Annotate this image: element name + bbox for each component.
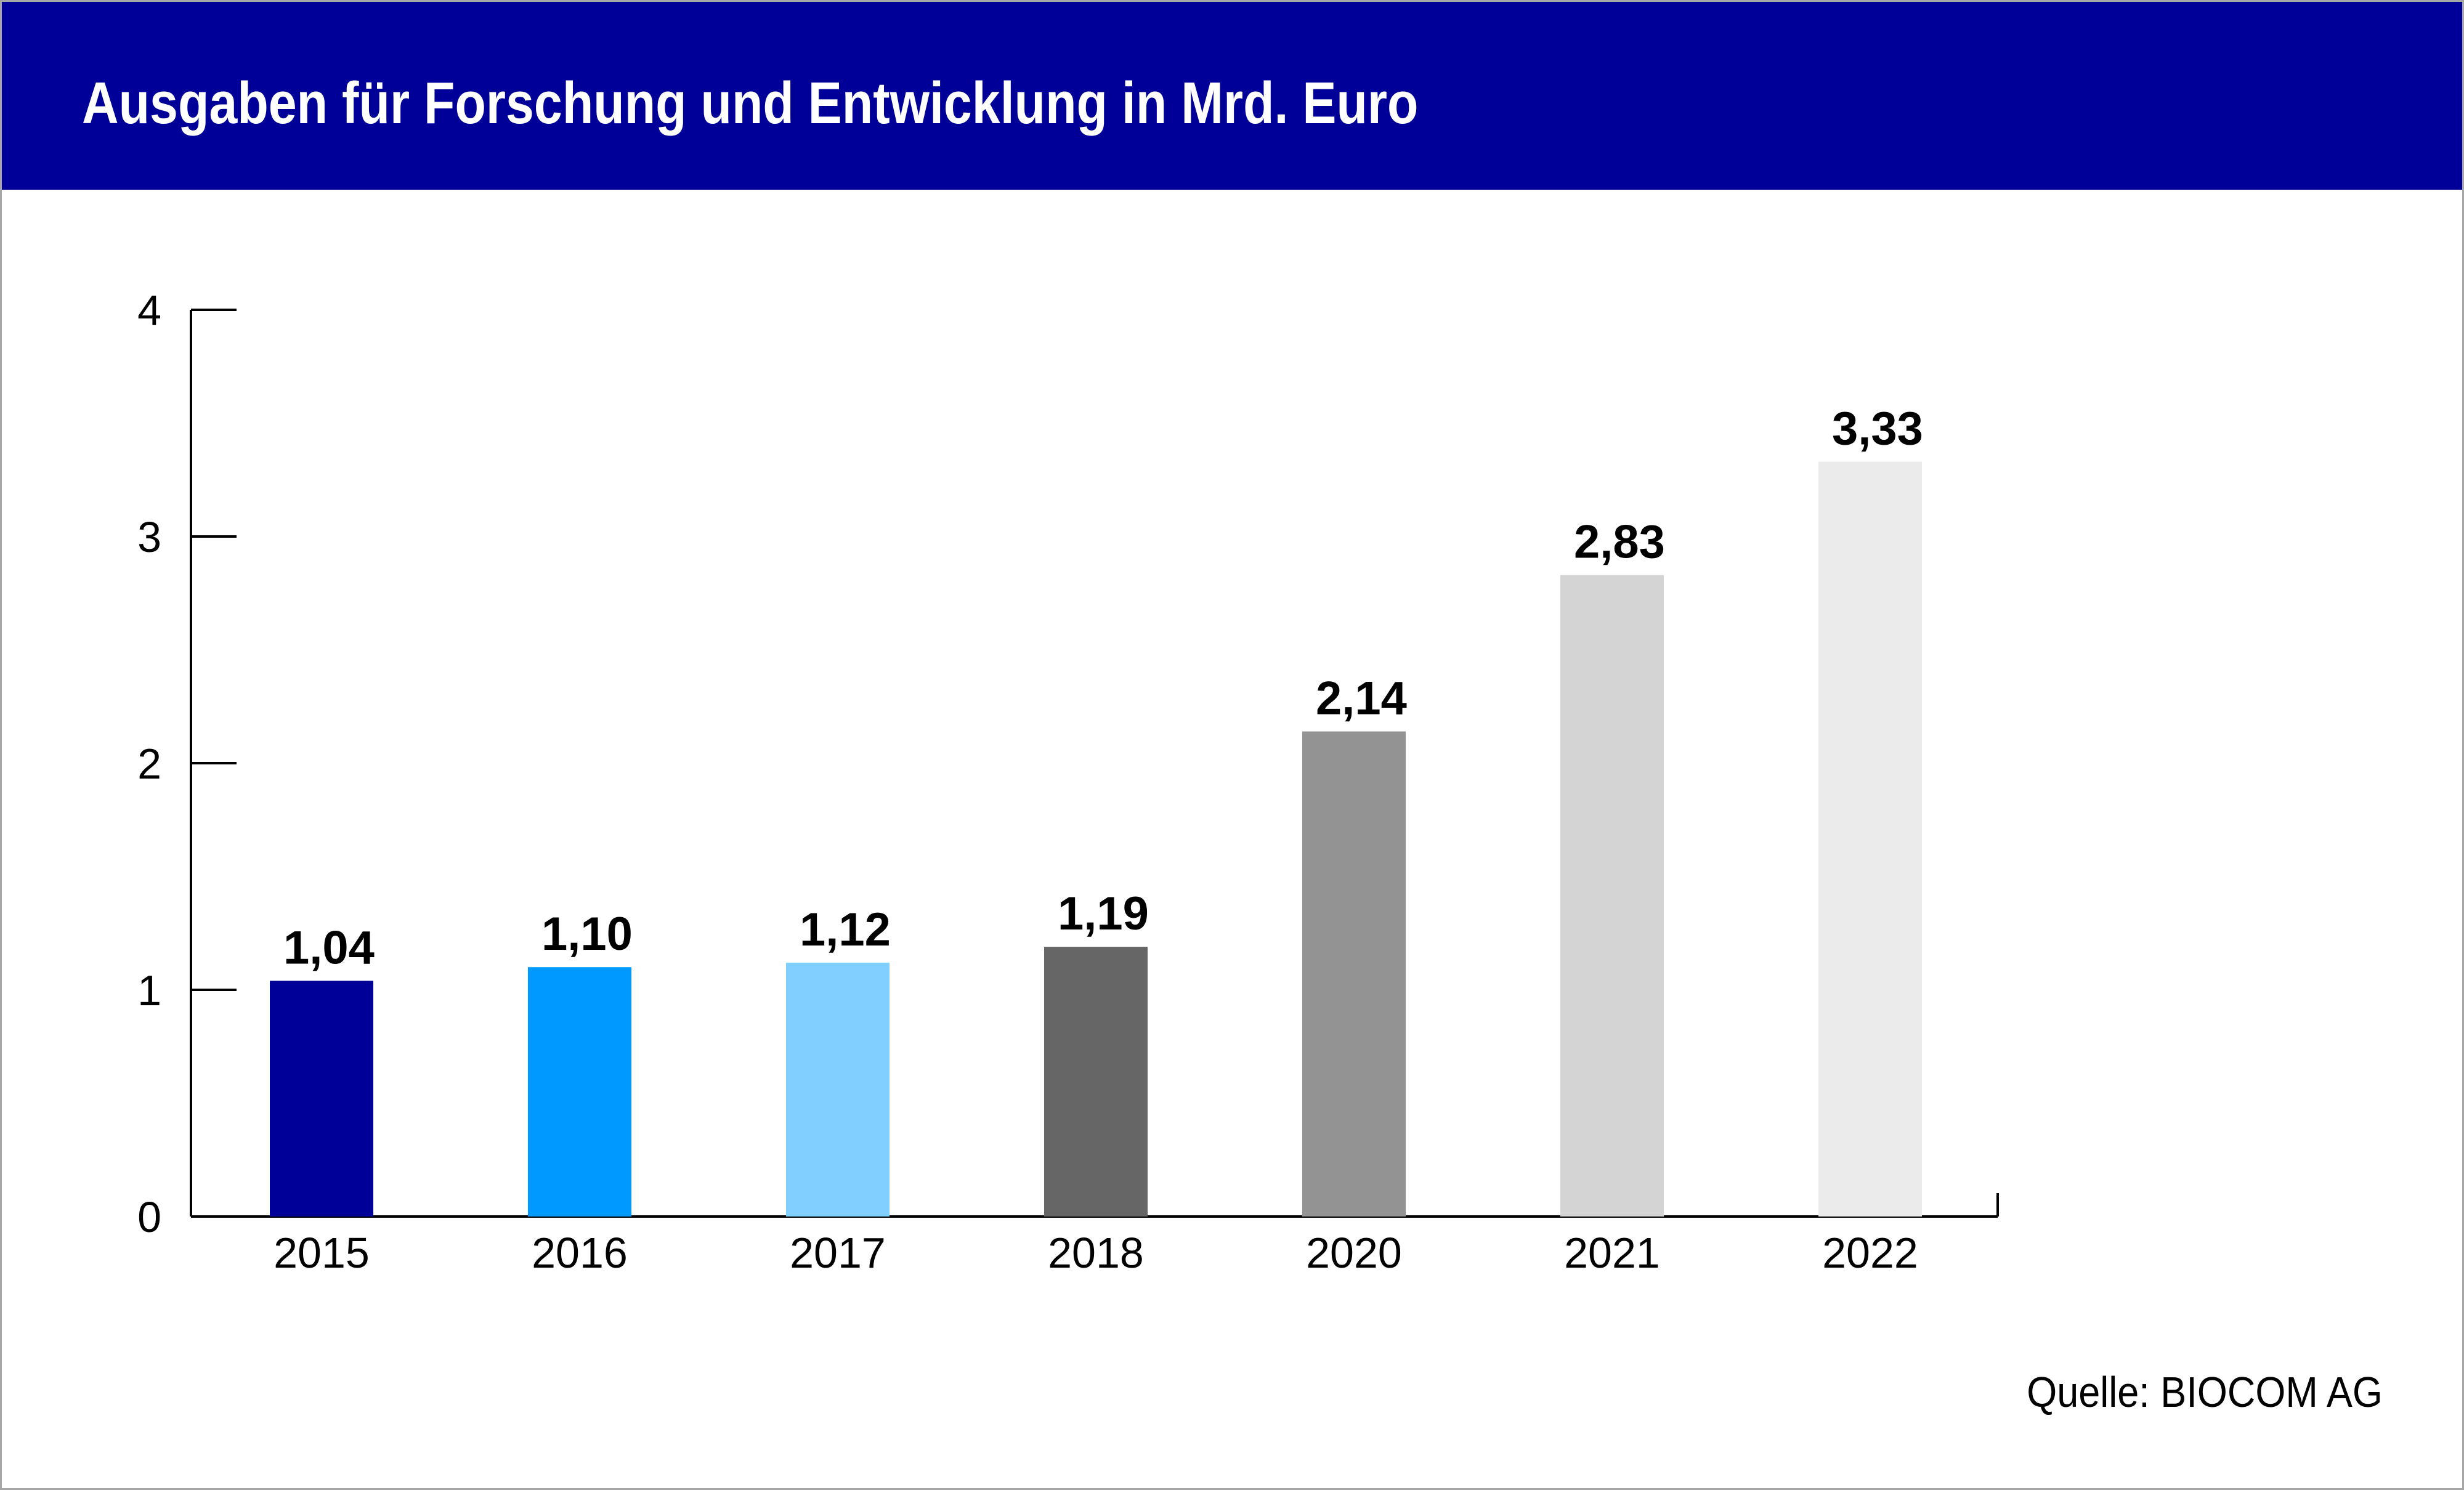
bar-2016: [528, 967, 631, 1217]
data-label: 1,04: [283, 921, 375, 974]
bar-2022: [1818, 461, 1922, 1217]
x-tick-label: 2020: [1306, 1229, 1402, 1277]
x-tick-label: 2015: [274, 1229, 370, 1277]
x-tick-label: 2021: [1564, 1229, 1660, 1277]
x-tick-label: 2022: [1822, 1229, 1918, 1277]
data-label: 1,19: [1058, 888, 1149, 940]
data-label: 2,83: [1574, 516, 1665, 569]
x-tick-label: 2017: [790, 1229, 886, 1277]
y-tick-label: 0: [137, 1193, 161, 1241]
data-label: 2,14: [1316, 672, 1407, 724]
x-tick-label: 2018: [1048, 1229, 1144, 1277]
y-tick-label: 4: [137, 286, 161, 334]
bar-2021: [1560, 575, 1664, 1217]
source-note: Quelle: BIOCOM AG: [2027, 1368, 2383, 1416]
bar-2017: [786, 962, 890, 1217]
x-tick-label: 2016: [532, 1229, 628, 1277]
y-tick-label: 3: [137, 513, 161, 561]
data-label: 3,33: [1832, 403, 1923, 455]
bar-2015: [270, 981, 373, 1217]
data-label: 1,10: [541, 908, 633, 960]
y-tick-label: 2: [137, 740, 161, 788]
bar-2020: [1302, 731, 1406, 1217]
title-banner: Ausgaben für Forschung und Entwicklung i…: [2, 2, 2462, 190]
y-tick-label: 1: [137, 966, 161, 1014]
bar-2018: [1044, 947, 1148, 1217]
chart-title: Ausgaben für Forschung und Entwicklung i…: [82, 70, 1419, 136]
data-label: 1,12: [800, 904, 891, 956]
